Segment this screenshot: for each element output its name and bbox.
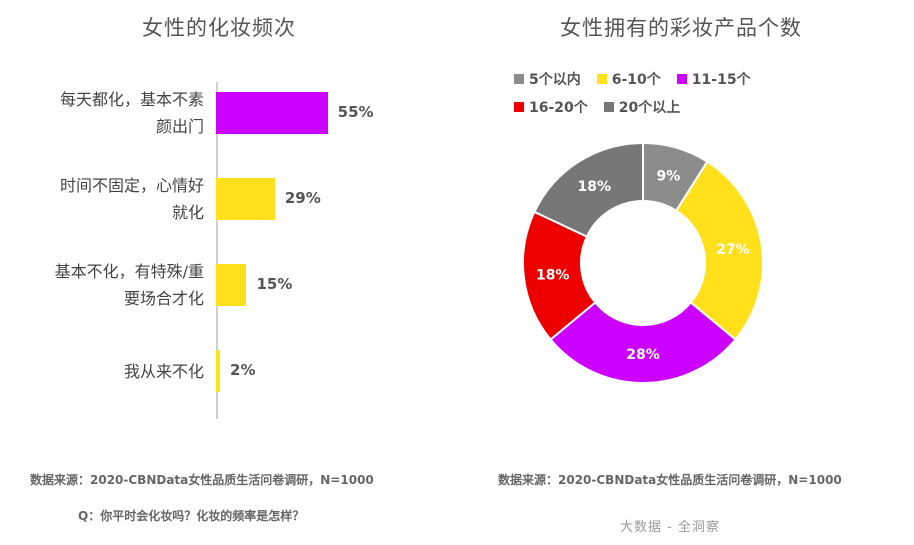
legend-label: 5个以内 bbox=[529, 72, 581, 88]
legend-row: 5个以内 6-10个 11-15个 bbox=[514, 66, 874, 94]
bar-category-label-line: 时间不固定，心情好 bbox=[59, 176, 204, 195]
bar-value-label: 29% bbox=[284, 189, 321, 207]
legend-swatch bbox=[596, 74, 607, 84]
products-chart-title: 女性拥有的彩妆产品个数 bbox=[560, 16, 802, 40]
bar-category-label: 基本不化，有特殊/重要场合才化 bbox=[8, 258, 204, 312]
donut-slice-label: 27% bbox=[716, 242, 750, 258]
bar-category-label-line: 就化 bbox=[171, 203, 204, 222]
legend-swatch bbox=[676, 74, 687, 84]
frequency-chart-title: 女性的化妆频次 bbox=[142, 16, 296, 40]
watermark: 大数据 - 全洞察 bbox=[620, 520, 720, 535]
frequency-chart-panel: 女性的化妆频次 每天都化，基本不素颜出门 55% 时间不固定，心情好就化 29% 基本不… bbox=[0, 0, 440, 545]
bar bbox=[216, 92, 328, 134]
bar-value-label: 55% bbox=[337, 103, 374, 121]
donut-slice bbox=[674, 160, 764, 341]
legend-item: 11-15个 bbox=[676, 66, 751, 94]
donut-slice bbox=[549, 301, 737, 384]
legend-item: 16-20个 bbox=[514, 94, 588, 122]
bar-value-label: 15% bbox=[256, 275, 293, 293]
legend-label: 6-10个 bbox=[611, 72, 661, 88]
bar bbox=[216, 178, 275, 220]
legend-swatch bbox=[603, 102, 614, 112]
right-data-source: 数据来源：2020-CBNData女性品质生活问卷调研，N=1000 bbox=[498, 473, 842, 487]
legend-label: 20个以上 bbox=[618, 100, 681, 116]
bar bbox=[216, 264, 247, 306]
donut-slice bbox=[533, 141, 644, 238]
donut-legend: 5个以内 6-10个 11-15个 16-20个 20个以上 bbox=[514, 66, 874, 122]
donut-slice-label: 9% bbox=[656, 169, 680, 185]
legend-swatch bbox=[514, 74, 524, 84]
bar-value-label: 2% bbox=[230, 361, 256, 379]
survey-question: Q：你平时会化妆吗？化妆的频率是怎样？ bbox=[78, 509, 305, 523]
donut-slice-label: 18% bbox=[536, 267, 570, 283]
products-chart-panel: 女性拥有的彩妆产品个数 5个以内 6-10个 11-15个 16-20个 20个以上 9… bbox=[448, 0, 914, 545]
bar-category-label: 时间不固定，心情好就化 bbox=[8, 172, 204, 226]
bar-category-label-line: 要场合才化 bbox=[123, 289, 204, 308]
bar-axis-line bbox=[216, 82, 218, 419]
bar bbox=[216, 350, 221, 392]
donut-slice-label: 28% bbox=[626, 347, 660, 363]
bar-category-label-line: 我从来不化 bbox=[123, 361, 204, 381]
legend-item: 6-10个 bbox=[596, 66, 661, 94]
legend-row: 16-20个 20个以上 bbox=[514, 94, 874, 122]
bar-category-label: 每天都化，基本不素颜出门 bbox=[8, 86, 204, 140]
bar-category-label-line: 颜出门 bbox=[155, 117, 204, 136]
donut-slice-label: 18% bbox=[577, 179, 611, 195]
bar-category-label-line: 基本不化，有特殊/重 bbox=[54, 262, 204, 281]
bar-category-label: 我从来不化 bbox=[8, 358, 204, 385]
legend-item: 5个以内 bbox=[514, 66, 581, 94]
legend-label: 16-20个 bbox=[529, 100, 588, 116]
donut-chart: 9% 27% 28% 18% 18% bbox=[522, 141, 764, 384]
left-data-source: 数据来源：2020-CBNData女性品质生活问卷调研，N=1000 bbox=[30, 473, 374, 487]
legend-item: 20个以上 bbox=[603, 94, 681, 122]
bar-category-label-line: 每天都化，基本不素 bbox=[59, 90, 204, 109]
legend-swatch bbox=[514, 102, 524, 112]
legend-label: 11-15个 bbox=[691, 72, 751, 88]
